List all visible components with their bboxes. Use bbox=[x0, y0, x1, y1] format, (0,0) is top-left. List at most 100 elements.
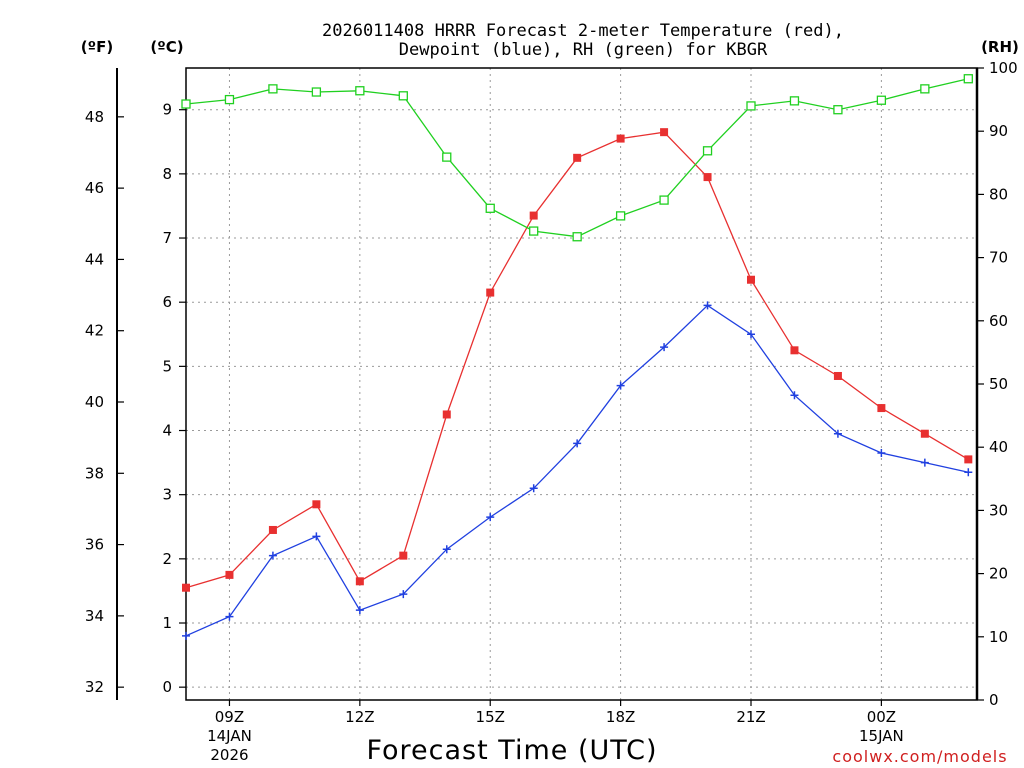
x-tick-year-label: 2026 bbox=[210, 746, 248, 764]
celsius-tick-label: 1 bbox=[162, 614, 172, 632]
temperature-point bbox=[355, 577, 364, 586]
dewpoint-point bbox=[182, 631, 190, 640]
celsius-tick-label: 2 bbox=[162, 550, 172, 568]
dewpoint-point bbox=[442, 545, 451, 554]
dewpoint-point bbox=[312, 532, 321, 541]
rh-tick-label: 20 bbox=[989, 565, 1008, 583]
temperature-point bbox=[312, 500, 321, 509]
temperature-point bbox=[529, 211, 538, 220]
temperature-point bbox=[616, 134, 625, 143]
temperature-point bbox=[964, 455, 973, 464]
celsius-tick-label: 0 bbox=[162, 678, 172, 696]
celsius-tick-label: 6 bbox=[162, 293, 172, 311]
rh-point bbox=[311, 87, 322, 97]
rh-point bbox=[789, 96, 800, 106]
celsius-tick-label: 8 bbox=[162, 165, 172, 183]
rh-point bbox=[746, 101, 756, 111]
temperature-point bbox=[747, 275, 755, 284]
fahrenheit-tick-label: 32 bbox=[85, 678, 104, 696]
rh-tick-label: 70 bbox=[989, 249, 1008, 267]
rh-unit-label: (RH) bbox=[981, 38, 1019, 56]
dewpoint-point bbox=[747, 330, 755, 339]
celsius-unit-label: (ºC) bbox=[150, 38, 183, 56]
rh-point bbox=[224, 94, 235, 105]
temperature-point bbox=[660, 128, 669, 137]
dewpoint-line bbox=[185, 304, 969, 637]
rh-point bbox=[398, 91, 408, 101]
temperature-point bbox=[268, 525, 277, 534]
temperature-point bbox=[833, 371, 842, 380]
temperature-point bbox=[703, 173, 712, 182]
fahrenheit-tick-label: 40 bbox=[85, 393, 104, 411]
rh-tick-label: 90 bbox=[989, 122, 1008, 140]
fahrenheit-unit-label: (ºF) bbox=[81, 38, 113, 56]
dewpoint-point bbox=[399, 590, 408, 599]
x-tick-label: 18Z bbox=[606, 708, 635, 726]
dewpoint-point bbox=[833, 429, 842, 438]
fahrenheit-tick-label: 44 bbox=[85, 250, 104, 268]
temperature-point bbox=[790, 346, 799, 355]
dewpoint-point bbox=[225, 612, 234, 621]
dewpoint-point bbox=[573, 439, 582, 448]
rh-tick-label: 40 bbox=[989, 438, 1008, 456]
dewpoint-point bbox=[486, 513, 495, 522]
rh-tick-label: 10 bbox=[989, 628, 1008, 646]
x-tick-label: 09Z bbox=[215, 708, 244, 726]
temperature-point bbox=[486, 288, 495, 297]
celsius-tick-label: 5 bbox=[162, 357, 172, 375]
temperature-point bbox=[182, 583, 190, 592]
rh-point bbox=[442, 152, 452, 162]
temperature-point bbox=[225, 570, 234, 579]
x-tick-label: 00Z bbox=[867, 708, 896, 726]
rh-point bbox=[355, 86, 365, 96]
dewpoint-point bbox=[529, 484, 538, 493]
x-tick-date-label: 15JAN bbox=[859, 727, 904, 745]
rh-tick-label: 80 bbox=[989, 185, 1008, 203]
axes: 0123456789323436384042444648010203040506… bbox=[85, 59, 1018, 764]
credit-text: coolwx.com/models bbox=[832, 747, 1007, 766]
rh-tick-label: 100 bbox=[989, 59, 1018, 77]
x-tick-label: 15Z bbox=[476, 708, 505, 726]
dewpoint-point bbox=[920, 458, 929, 467]
rh-tick-label: 30 bbox=[989, 501, 1008, 519]
dewpoint-point bbox=[355, 606, 364, 615]
rh-point bbox=[485, 203, 495, 213]
rh-point bbox=[268, 84, 278, 94]
temperature-point bbox=[442, 410, 451, 419]
dewpoint-point bbox=[703, 301, 712, 310]
dewpoint-point bbox=[964, 468, 973, 477]
temperature-point bbox=[399, 551, 408, 560]
rh-point bbox=[876, 95, 887, 105]
dewpoint-point bbox=[877, 448, 886, 457]
rh-point bbox=[833, 105, 843, 115]
fahrenheit-tick-label: 38 bbox=[85, 464, 104, 482]
rh-point bbox=[181, 99, 191, 109]
celsius-tick-label: 7 bbox=[162, 229, 172, 247]
rh-point bbox=[963, 74, 973, 84]
celsius-tick-label: 4 bbox=[162, 422, 172, 440]
fahrenheit-tick-label: 48 bbox=[85, 108, 104, 126]
plot-frame bbox=[185, 67, 978, 701]
x-tick-label: 12Z bbox=[345, 708, 374, 726]
dewpoint-point bbox=[660, 343, 669, 352]
temperature-line bbox=[185, 131, 969, 589]
dewpoint-point bbox=[268, 551, 277, 560]
rh-point bbox=[659, 195, 669, 205]
chart-title-line2: Dewpoint (blue), RH (green) for KBGR bbox=[399, 40, 768, 60]
x-tick-date-label: 14JAN bbox=[207, 727, 252, 745]
rh-tick-label: 0 bbox=[989, 691, 999, 709]
rh-point bbox=[920, 84, 930, 94]
x-tick-label: 21Z bbox=[736, 708, 765, 726]
dewpoint-point bbox=[616, 381, 625, 390]
dewpoint-point bbox=[790, 391, 799, 400]
fahrenheit-tick-label: 42 bbox=[85, 322, 104, 340]
rh-point bbox=[615, 211, 626, 221]
rh-point bbox=[702, 146, 713, 156]
fahrenheit-tick-label: 46 bbox=[85, 179, 104, 197]
grid-lines bbox=[186, 68, 977, 700]
temperature-point bbox=[573, 153, 582, 162]
temperature-point bbox=[877, 404, 886, 413]
rh-point bbox=[572, 232, 582, 242]
rh-tick-label: 60 bbox=[989, 312, 1008, 330]
